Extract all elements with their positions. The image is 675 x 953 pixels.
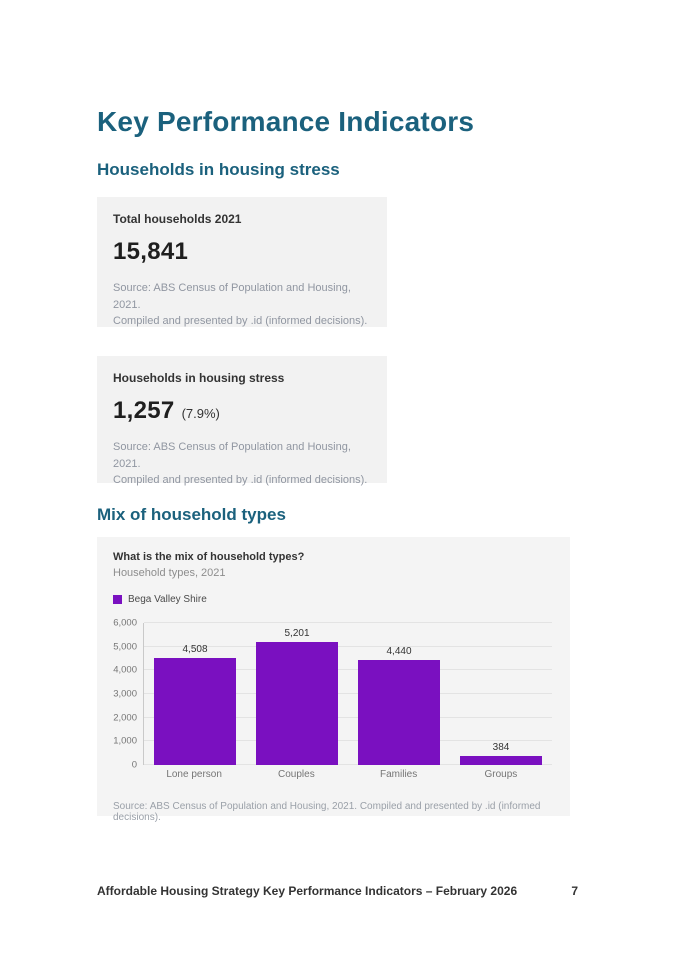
x-axis-category-label: Families xyxy=(380,769,418,780)
legend-label: Bega Valley Shire xyxy=(128,594,207,605)
chart-title: What is the mix of household types? xyxy=(113,551,305,563)
section-heading-housing-stress: Households in housing stress xyxy=(97,160,340,179)
bar-group: 5,201 xyxy=(246,623,348,765)
y-axis-tick-label: 5,000 xyxy=(113,641,137,653)
page-footer: Affordable Housing Strategy Key Performa… xyxy=(97,884,578,898)
y-axis-tick-label: 4,000 xyxy=(113,664,137,676)
y-axis-tick-label: 0 xyxy=(131,759,137,771)
gridline xyxy=(144,622,552,623)
chart-source: Source: ABS Census of Population and Hou… xyxy=(113,801,541,823)
card-value-row: 1,257 (7.9%) xyxy=(113,397,371,425)
bar-value-label: 5,201 xyxy=(284,627,310,639)
card-value: 1,257 xyxy=(113,397,175,424)
chart-subtitle: Household types, 2021 xyxy=(113,567,226,579)
bar-value-label: 4,508 xyxy=(182,644,208,656)
card-value: 15,841 xyxy=(113,238,189,265)
card-source: Source: ABS Census of Population and Hou… xyxy=(113,280,371,330)
x-axis-category-label: Couples xyxy=(278,769,315,780)
x-axis-category-label: Lone person xyxy=(166,769,222,780)
card-value-suffix: (7.9%) xyxy=(181,406,220,421)
gridline xyxy=(144,693,552,694)
page-number: 7 xyxy=(571,884,578,898)
stat-card-total-households: Total households 2021 15,841 Source: ABS… xyxy=(97,197,387,327)
x-axis: Lone person Couples Families Groups xyxy=(143,769,552,780)
y-axis-tick-label: 2,000 xyxy=(113,712,137,724)
gridline xyxy=(144,740,552,742)
bar xyxy=(460,755,542,765)
bar xyxy=(358,659,440,765)
footer-text: Affordable Housing Strategy Key Performa… xyxy=(97,884,518,898)
y-axis-tick-label: 6,000 xyxy=(113,617,137,629)
x-axis-category-label: Groups xyxy=(484,769,518,780)
bar-group: 4,508 xyxy=(144,623,246,765)
bars-container: 4,508 5,201 4,440 384 xyxy=(144,623,552,765)
bar-chart: 0 1,000 2,000 3,000 4,000 5,000 6,000 4,508 5,2… xyxy=(113,615,554,787)
gridline xyxy=(144,645,552,647)
y-axis: 0 1,000 2,000 3,000 4,000 5,000 6,000 xyxy=(113,618,143,771)
chart-legend: Bega Valley Shire xyxy=(113,594,554,605)
bar-value-label: 4,440 xyxy=(386,645,412,657)
card-source: Source: ABS Census of Population and Hou… xyxy=(113,439,371,489)
card-source-line1: Source: ABS Census of Population and Hou… xyxy=(113,441,351,470)
y-axis-tick-label: 3,000 xyxy=(113,688,137,700)
card-value-row: 15,841 xyxy=(113,238,371,266)
section-heading-household-mix: Mix of household types xyxy=(97,505,286,524)
gridline xyxy=(144,669,552,671)
bar xyxy=(256,641,338,765)
page-title: Key Performance Indicators xyxy=(97,106,475,137)
card-title: Total households 2021 xyxy=(113,212,242,226)
plot-area: 4,508 5,201 4,440 384 xyxy=(143,622,552,765)
gridline xyxy=(144,716,552,718)
bar-group: 384 xyxy=(450,623,552,765)
y-axis-tick-label: 1,000 xyxy=(113,735,137,747)
card-source-line2: Compiled and presented by .id (informed … xyxy=(113,474,368,486)
legend-swatch xyxy=(113,595,122,604)
bar-group: 4,440 xyxy=(348,623,450,765)
card-title: Households in housing stress xyxy=(113,371,285,385)
card-source-line1: Source: ABS Census of Population and Hou… xyxy=(113,282,351,311)
card-source-line2: Compiled and presented by .id (informed … xyxy=(113,315,368,327)
bar-value-label: 384 xyxy=(492,741,510,753)
stat-card-stress-households: Households in housing stress 1,257 (7.9%… xyxy=(97,356,387,486)
gridline xyxy=(144,764,552,765)
chart-card-household-types: What is the mix of household types? Hous… xyxy=(97,537,570,823)
bar xyxy=(154,658,236,765)
